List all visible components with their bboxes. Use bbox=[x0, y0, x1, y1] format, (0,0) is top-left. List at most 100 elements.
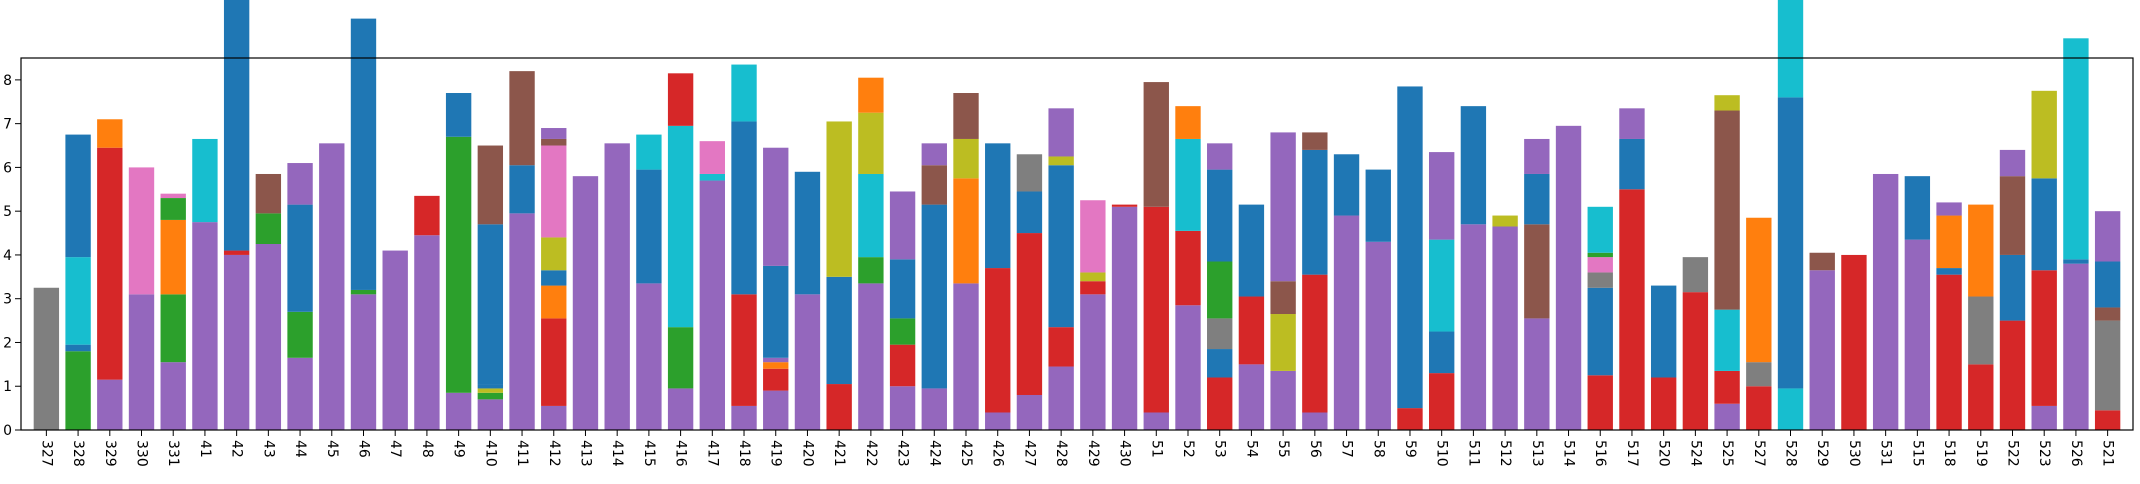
bar-segment-521-1 bbox=[2094, 320, 2121, 411]
bar-stack-425 bbox=[953, 93, 979, 430]
bar-segment-522-1 bbox=[1999, 254, 2026, 321]
bar-stack-44 bbox=[287, 163, 313, 430]
x-tick-label-58: 58 bbox=[1370, 440, 1386, 458]
bar-segment-424-3 bbox=[921, 143, 947, 166]
bar-stack-43 bbox=[255, 173, 282, 430]
bar-stack-530 bbox=[1841, 254, 1867, 430]
x-tick-label-413: 413 bbox=[577, 440, 593, 467]
bar-segment-58-1 bbox=[1365, 169, 1391, 242]
bar-segment-328-1 bbox=[65, 344, 91, 352]
bar-segment-515-0 bbox=[1904, 239, 1931, 430]
bar-stack-415 bbox=[636, 134, 662, 430]
bar-segment-515-1 bbox=[1904, 176, 1931, 240]
bar-segment-516-2 bbox=[1587, 272, 1613, 288]
bar-stack-523 bbox=[2031, 90, 2057, 430]
bar-segment-56-3 bbox=[1302, 132, 1328, 150]
bar-segment-52-1 bbox=[1175, 230, 1201, 306]
bar-segment-529-1 bbox=[1809, 252, 1835, 271]
bar-segment-43-0 bbox=[255, 244, 282, 430]
bar-segment-57-1 bbox=[1333, 154, 1360, 216]
bar-segment-429-2 bbox=[1080, 272, 1106, 282]
bar-segment-512-0 bbox=[1492, 226, 1518, 430]
bar-segment-53-1 bbox=[1207, 349, 1233, 378]
bar-stack-413 bbox=[572, 176, 599, 430]
bar-segment-52-2 bbox=[1175, 138, 1201, 231]
bar-segment-427-3 bbox=[1016, 154, 1043, 192]
x-tick-label-519: 519 bbox=[1973, 440, 1989, 467]
bar-stack-49 bbox=[445, 93, 472, 430]
bar-segment-410-4 bbox=[477, 224, 504, 385]
bar-segment-414-0 bbox=[604, 143, 630, 430]
bar-segment-423-0 bbox=[889, 386, 916, 430]
bar-segment-53-2 bbox=[1207, 318, 1233, 350]
x-tick-label-416: 416 bbox=[673, 440, 689, 467]
bar-segment-329-0 bbox=[97, 379, 123, 430]
bar-segment-55-1 bbox=[1270, 314, 1296, 371]
bar-segment-41-1 bbox=[192, 138, 218, 223]
bar-segment-425-3 bbox=[953, 93, 979, 139]
bar-segment-331-2 bbox=[160, 219, 186, 295]
bar-segment-521-0 bbox=[2094, 410, 2121, 430]
bar-segment-419-5 bbox=[763, 147, 789, 266]
bar-segment-430-0 bbox=[1111, 206, 1138, 430]
bar-segment-523-3 bbox=[2031, 90, 2057, 179]
plot-frame bbox=[20, 57, 2134, 431]
bar-segment-55-2 bbox=[1270, 281, 1296, 315]
bar-segment-521-4 bbox=[2094, 211, 2121, 262]
bar-segment-412-0 bbox=[541, 405, 567, 430]
y-tick-label-5: 5 bbox=[3, 204, 12, 220]
y-tick-label-0: 0 bbox=[3, 423, 12, 439]
bar-stack-531 bbox=[1872, 173, 1899, 431]
bar-stack-56 bbox=[1302, 132, 1328, 430]
bar-segment-412-4 bbox=[541, 237, 567, 271]
y-tick-label-1: 1 bbox=[3, 379, 12, 395]
bar-segment-424-1 bbox=[921, 204, 947, 389]
x-tick-label-518: 518 bbox=[1941, 440, 1957, 467]
bar-segment-416-2 bbox=[667, 125, 694, 328]
bar-segment-44-2 bbox=[287, 204, 313, 312]
bar-segment-425-2 bbox=[953, 138, 979, 179]
bar-segment-417-0 bbox=[699, 180, 725, 430]
x-tick-label-330: 330 bbox=[134, 440, 150, 467]
bar-segment-46-2 bbox=[350, 18, 377, 290]
bar-segment-411-1 bbox=[509, 165, 535, 214]
x-tick-label-520: 520 bbox=[1656, 440, 1672, 467]
bar-segment-521-3 bbox=[2094, 261, 2121, 308]
bar-segment-422-0 bbox=[858, 283, 884, 430]
bar-segment-521-2 bbox=[2094, 307, 2121, 321]
bar-segment-55-0 bbox=[1270, 370, 1296, 430]
bar-stack-524 bbox=[1682, 257, 1709, 430]
bar-stack-330 bbox=[128, 167, 155, 430]
bar-segment-331-4 bbox=[160, 193, 186, 199]
bar-segment-525-1 bbox=[1714, 370, 1740, 404]
bar-segment-424-2 bbox=[921, 165, 947, 205]
bar-segment-56-1 bbox=[1302, 274, 1328, 413]
bar-segment-56-2 bbox=[1302, 149, 1328, 275]
bar-segment-516-5 bbox=[1587, 206, 1613, 253]
bar-segment-430-1 bbox=[1111, 204, 1138, 207]
y-tick-label-3: 3 bbox=[3, 292, 12, 308]
x-tick-label-328: 328 bbox=[70, 440, 86, 467]
x-tick-label-45: 45 bbox=[324, 440, 340, 458]
bar-segment-327-0 bbox=[33, 287, 60, 430]
bar-stack-412 bbox=[541, 128, 567, 430]
bar-segment-423-4 bbox=[889, 191, 916, 260]
bar-segment-513-3 bbox=[1524, 138, 1550, 174]
bar-segment-329-1 bbox=[97, 147, 123, 380]
x-tick-label-513: 513 bbox=[1529, 440, 1545, 467]
bar-segment-526-0 bbox=[2063, 263, 2089, 430]
bar-stack-426 bbox=[985, 143, 1011, 430]
bar-segment-518-3 bbox=[1936, 202, 1962, 216]
bar-stack-511 bbox=[1460, 106, 1487, 430]
x-tick-label-421: 421 bbox=[831, 440, 847, 467]
x-tick-label-49: 49 bbox=[451, 440, 467, 458]
x-tick-label-530: 530 bbox=[1846, 440, 1862, 467]
bar-segment-428-0 bbox=[1048, 366, 1074, 430]
bar-segment-516-4 bbox=[1587, 252, 1613, 258]
bar-stack-421 bbox=[826, 121, 852, 430]
bar-segment-519-0 bbox=[1968, 364, 1994, 430]
bar-stack-327 bbox=[33, 287, 60, 430]
bar-segment-419-2 bbox=[763, 362, 789, 369]
x-tick-label-528: 528 bbox=[1783, 440, 1799, 467]
x-tick-label-419: 419 bbox=[768, 440, 784, 467]
